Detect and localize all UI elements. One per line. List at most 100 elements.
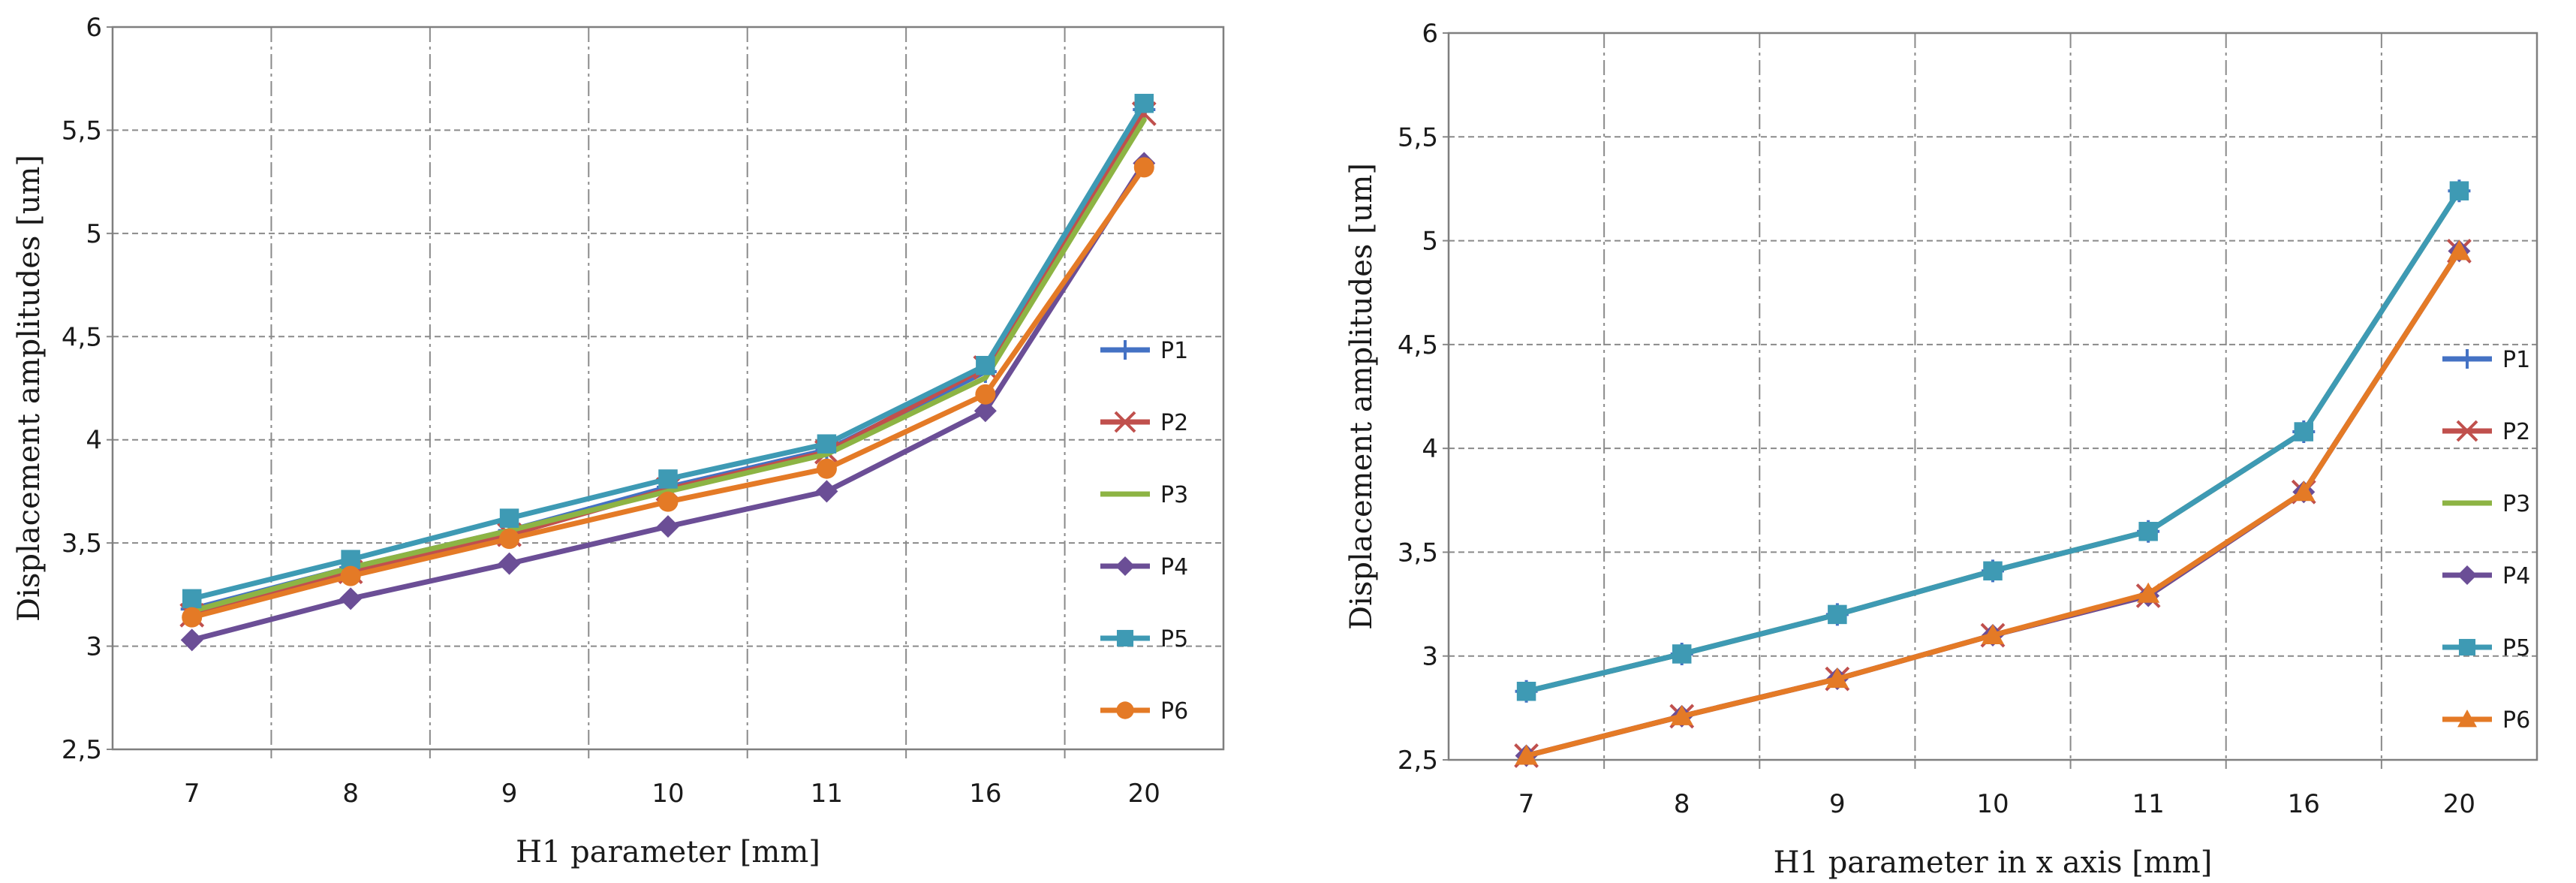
legend-label-p2: P2 [2502, 419, 2530, 445]
data-point-p4 [339, 587, 363, 610]
data-point-p5 [1516, 681, 1536, 701]
y-tick-label: 6 [86, 13, 102, 43]
x-tick-label: 9 [501, 779, 518, 809]
data-point-p5 [976, 356, 995, 375]
data-point-p5 [182, 589, 202, 609]
y-tick-label: 5 [1422, 227, 1438, 257]
y-axis-title: Displacement amplitudes [um] [1344, 163, 1379, 630]
y-tick-label: 6 [1422, 19, 1438, 49]
series-line-p2 [1524, 248, 2462, 758]
x-tick-label: 8 [342, 779, 359, 809]
y-tick-label: 3,5 [1398, 538, 1438, 568]
x-tick-label: 11 [811, 779, 843, 809]
x-tick-label: 7 [1518, 789, 1535, 819]
x-tick-label: 16 [969, 779, 1001, 809]
data-point-p5 [2138, 522, 2158, 541]
legend-marker-p2 [2456, 420, 2478, 442]
legend-label-p1: P1 [1160, 338, 1188, 364]
y-tick-label: 4 [1422, 434, 1438, 464]
series-line-p4 [1524, 248, 2462, 758]
legend-marker-p1 [1115, 340, 1135, 360]
y-tick-label: 4,5 [62, 322, 102, 352]
legend-marker-p5 [2458, 638, 2476, 656]
plot-area [1447, 32, 2538, 761]
data-point-p5 [2449, 181, 2469, 200]
data-point-p4 [498, 552, 521, 575]
data-point-p5 [817, 434, 837, 454]
series-line-p2 [189, 110, 1147, 618]
data-point-p4 [180, 628, 203, 652]
legend-marker-p4 [2457, 565, 2477, 585]
data-point-p4 [974, 399, 997, 423]
data-point-p5 [1134, 93, 1154, 113]
legend-label-p3: P3 [1160, 482, 1188, 508]
y-axis-title: Displacement amplitudes [um] [12, 155, 47, 622]
data-point-p6 [658, 491, 679, 512]
x-tick-label: 20 [2443, 789, 2475, 819]
data-point-p6 [1515, 744, 1538, 765]
y-tick-label: 3 [1422, 642, 1438, 672]
x-tick-label: 8 [1674, 789, 1690, 819]
data-point-p5 [1672, 644, 1692, 664]
data-point-p5 [499, 508, 519, 528]
chart-left: 2,5 3 3,5 4 4,5 5 5,5 6 7 8 9 10 11 16 20 H1 parameter … [12, 13, 1225, 869]
y-tick-label: 5,5 [62, 116, 102, 146]
y-tick-label: 3 [86, 632, 102, 662]
data-point-p5 [1983, 561, 2003, 581]
legend-marker-p4 [1115, 556, 1135, 576]
series-line-p3 [1524, 188, 2462, 695]
plot-area [111, 26, 1225, 751]
legend-label-p4: P4 [2502, 563, 2530, 589]
y-tick-label: 5 [86, 219, 102, 249]
legend-label-p4: P4 [1160, 554, 1188, 580]
data-point-p6 [1825, 668, 1849, 689]
x-tick-label: 16 [2288, 789, 2320, 819]
y-tick-label: 4 [86, 426, 102, 456]
series-line-p6 [1524, 248, 2462, 758]
x-tick-label: 11 [2132, 789, 2165, 819]
legend-marker-p6 [1116, 701, 1134, 719]
x-tick-label: 10 [1976, 789, 2009, 819]
legend-label-p6: P6 [2502, 707, 2530, 734]
data-point-p6 [340, 565, 361, 586]
series-line-p6 [189, 164, 1147, 620]
data-point-p6 [975, 384, 996, 405]
y-tick-label: 2,5 [62, 735, 102, 765]
data-point-p6 [499, 529, 520, 550]
legend-label-p2: P2 [1160, 410, 1188, 436]
y-tick-label: 5,5 [1398, 122, 1438, 152]
legend-label-p5: P5 [2502, 635, 2530, 661]
x-axis-title: H1 parameter [mm] [516, 835, 820, 869]
data-point-p6 [1670, 704, 1693, 725]
y-tick-label: 4,5 [1398, 330, 1438, 360]
legend-label-p3: P3 [2502, 491, 2530, 517]
data-point-p6 [1133, 157, 1154, 178]
legend-label-p6: P6 [1160, 698, 1188, 725]
legend-marker-p5 [1116, 629, 1134, 647]
legend-label-p5: P5 [1160, 626, 1188, 652]
data-point-p6 [2292, 481, 2316, 502]
data-point-p4 [815, 480, 838, 503]
legend-marker-p2 [1114, 411, 1136, 433]
data-point-p5 [2294, 422, 2314, 442]
x-axis-title: H1 parameter in x axis [mm] [1774, 845, 2213, 880]
x-tick-label: 20 [1128, 779, 1160, 809]
y-tick-label: 3,5 [62, 529, 102, 559]
series-line-p4 [189, 160, 1147, 643]
data-point-p6 [1982, 624, 2004, 645]
data-point-p6 [182, 607, 203, 628]
data-point-p6 [816, 458, 837, 479]
chart-right: 2,5 3 3,5 4 4,5 5 5,5 6 7 8 9 10 11 16 20 H1 parameter … [1344, 19, 2538, 880]
y-tick-label: 2,5 [1398, 746, 1438, 776]
data-point-p5 [658, 469, 678, 489]
legend-marker-p6 [2457, 710, 2477, 728]
data-point-p4 [657, 515, 679, 538]
legend-label-p1: P1 [2502, 347, 2530, 373]
x-tick-label: 9 [1829, 789, 1846, 819]
legend-marker-p1 [2457, 349, 2477, 369]
series-line-p5 [1524, 188, 2462, 695]
data-point-p6 [2137, 582, 2160, 603]
data-point-p6 [2448, 240, 2471, 261]
data-point-p5 [1828, 604, 1847, 625]
